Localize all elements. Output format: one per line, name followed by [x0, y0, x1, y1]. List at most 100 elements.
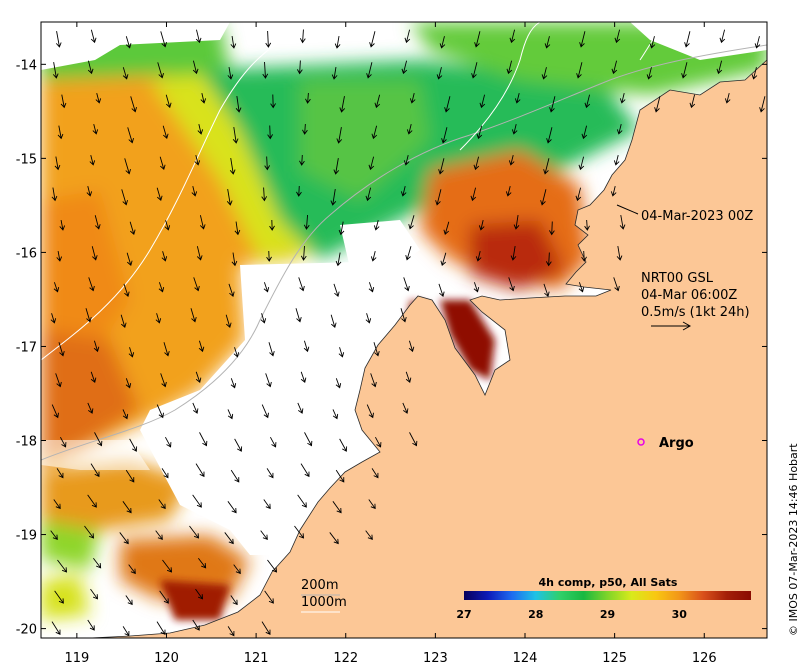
current-arrow: [200, 93, 207, 104]
current-arrow: [365, 530, 373, 541]
current-arrow: [370, 373, 377, 388]
current-arrow: [265, 373, 272, 388]
current-arrow: [368, 499, 376, 510]
current-arrow: [124, 158, 131, 175]
current-arrow: [122, 67, 129, 80]
x-axis: 119 120 121 122 123 124 125 126: [64, 22, 717, 666]
argo-label: Argo: [659, 436, 694, 451]
current-arrow: [163, 342, 170, 357]
credit-text: © IMOS 07-Mar-2023 14:46 Hobart: [787, 443, 800, 636]
current-arrow: [86, 186, 93, 197]
current-arrow: [541, 67, 548, 80]
timestamp-label: 04-Mar-2023 00Z: [641, 209, 753, 224]
current-arrow: [161, 251, 168, 262]
current-arrow: [55, 31, 62, 48]
current-arrow: [724, 93, 731, 104]
current-arrow: [51, 187, 58, 202]
current-arrow: [156, 621, 166, 636]
current-arrow: [332, 501, 342, 514]
current-arrow: [193, 277, 200, 292]
current-arrow: [365, 187, 372, 202]
current-arrow: [579, 31, 586, 48]
current-arrow: [369, 31, 376, 48]
current-arrow: [543, 158, 550, 175]
current-arrow: [197, 124, 204, 135]
current-arrow: [122, 409, 129, 420]
current-arrow: [302, 123, 308, 135]
current-arrow: [57, 559, 68, 573]
current-arrow: [156, 187, 163, 202]
current-arrow: [473, 282, 480, 293]
current-arrow: [226, 189, 233, 206]
current-arrow: [270, 436, 277, 448]
current-arrow: [619, 93, 626, 104]
current-arrow: [611, 60, 618, 75]
current-arrow: [654, 96, 661, 113]
current-arrow: [159, 156, 166, 171]
current-arrow: [191, 186, 198, 197]
current-arrow: [230, 469, 240, 483]
current-arrow: [619, 215, 626, 230]
current-arrow: [300, 245, 307, 261]
current-arrow: [646, 67, 653, 80]
current-arrow: [333, 283, 340, 297]
current-arrow: [227, 501, 237, 514]
current-arrow: [125, 469, 135, 483]
current-arrow: [299, 154, 305, 166]
current-arrow: [400, 186, 407, 197]
current-arrow: [264, 590, 274, 604]
current-arrow: [649, 36, 656, 49]
current-arrow: [339, 438, 348, 452]
colorbar-title: 4h comp, p50, All Sats: [539, 576, 678, 589]
current-arrow: [338, 221, 345, 236]
current-arrow: [511, 124, 518, 135]
current-arrow: [56, 251, 63, 262]
current-arrow: [402, 402, 409, 414]
current-arrow: [406, 124, 413, 135]
current-arrow: [156, 404, 164, 419]
current-arrow: [266, 468, 274, 479]
current-arrow: [85, 308, 92, 323]
current-arrow: [305, 92, 311, 104]
current-arrow: [90, 29, 97, 44]
current-arrow: [128, 347, 135, 358]
current-arrow: [262, 61, 269, 79]
current-arrow: [506, 60, 513, 75]
current-arrow: [93, 557, 102, 569]
current-arrow: [269, 219, 275, 231]
x-tick-label: 125: [602, 651, 627, 666]
current-arrow: [198, 557, 207, 569]
current-arrow: [263, 499, 271, 510]
current-arrow: [368, 282, 375, 293]
current-arrow: [91, 246, 98, 261]
current-arrow: [162, 125, 169, 140]
current-arrow: [365, 313, 372, 324]
current-arrow: [194, 155, 201, 166]
colorbar-tick-label: 28: [528, 608, 543, 621]
current-arrow: [192, 402, 199, 414]
plot-frame: [40, 21, 768, 639]
current-arrow: [578, 282, 585, 293]
current-arrow: [336, 127, 343, 144]
current-arrow: [59, 220, 66, 231]
y-tick-label: -15: [16, 152, 37, 167]
current-arrow: [439, 36, 446, 49]
timestamp-leader: [616, 204, 639, 215]
current-arrow: [196, 246, 203, 261]
current-arrow: [261, 404, 269, 419]
current-arrow: [405, 371, 412, 384]
current-arrow: [297, 494, 307, 508]
current-arrow: [438, 283, 445, 297]
current-arrow: [51, 621, 61, 636]
current-arrow: [233, 564, 241, 575]
current-arrow: [440, 252, 447, 267]
current-arrow: [409, 93, 416, 104]
current-arrow: [53, 499, 61, 510]
current-arrow: [129, 438, 138, 452]
current-arrow: [122, 626, 130, 637]
current-arrow: [121, 189, 128, 206]
current-arrow: [578, 156, 585, 171]
current-arrow: [400, 308, 407, 323]
current-arrow: [165, 436, 172, 448]
current-arrow: [158, 499, 166, 510]
